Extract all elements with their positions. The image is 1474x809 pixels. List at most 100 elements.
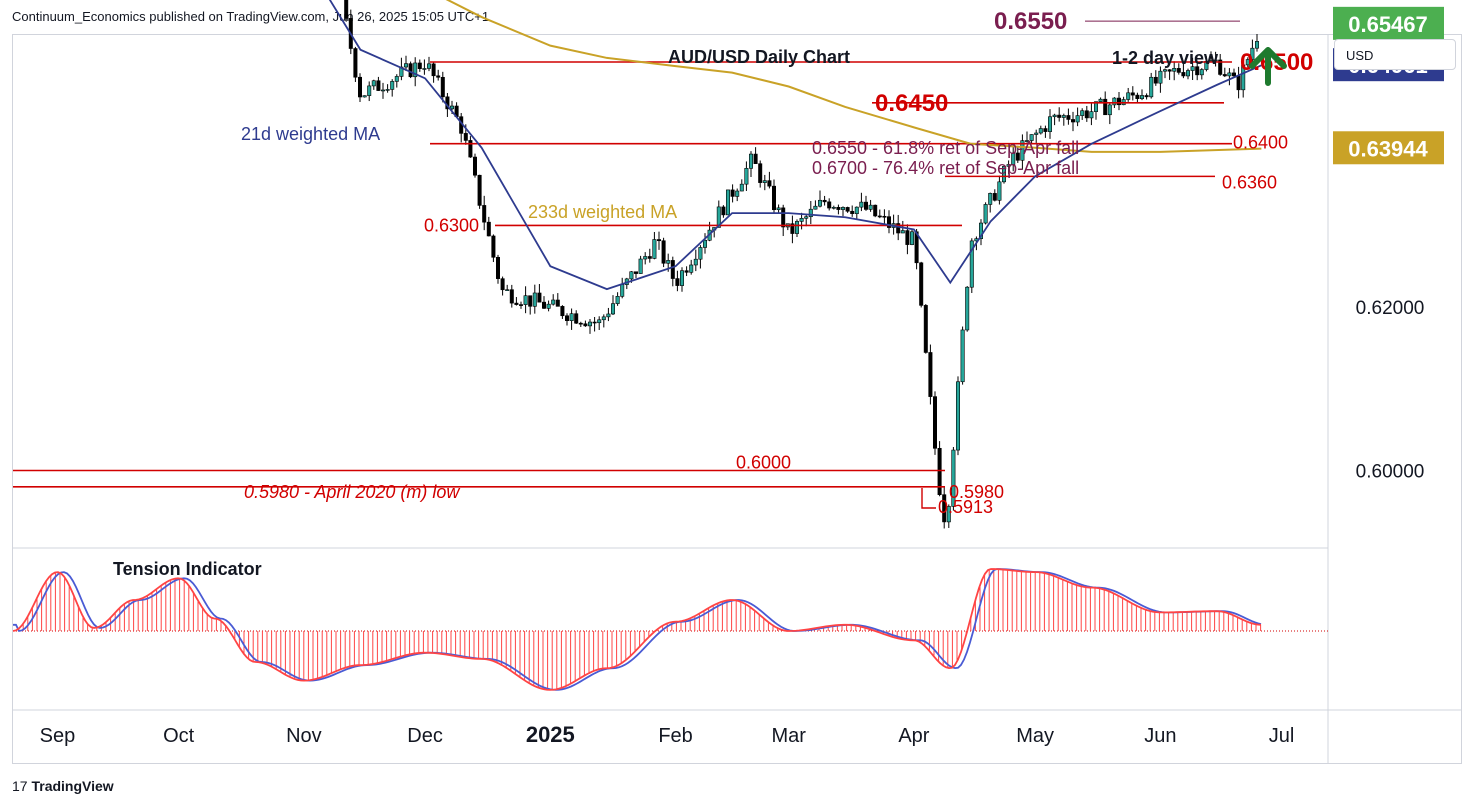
candle-body: [900, 230, 905, 234]
candle-body: [1181, 72, 1186, 77]
candle-body: [367, 85, 372, 96]
price-tag-label: 0.65467: [1348, 12, 1428, 37]
candle-body: [1025, 140, 1030, 142]
x-tick-label: May: [1016, 725, 1054, 747]
candle-body: [546, 303, 551, 309]
candle-body: [909, 231, 914, 245]
candle-body: [380, 89, 385, 92]
candle-body: [928, 352, 933, 397]
candle-body: [689, 264, 694, 273]
price-tag: [1333, 131, 1444, 165]
candle-body: [344, 0, 349, 19]
candle-body: [693, 258, 698, 266]
april-2020-low-label: 0.5980 - April 2020 (m) low: [244, 482, 460, 502]
candle-body: [799, 217, 804, 222]
candle-body: [1057, 114, 1062, 118]
low-marker-line: [921, 488, 936, 509]
candle-body: [873, 204, 878, 217]
candle-body: [491, 235, 496, 258]
candle-body: [1167, 69, 1172, 72]
chart-frame: [12, 34, 1462, 764]
candle-body: [597, 319, 602, 324]
candle-body: [675, 278, 680, 286]
candle-body: [574, 313, 579, 324]
candle-body: [1190, 66, 1195, 71]
candle-body: [390, 81, 395, 90]
candle-body: [836, 206, 841, 210]
candle-body: [1098, 98, 1103, 102]
candle-body: [1222, 74, 1227, 77]
candle-body: [638, 258, 643, 274]
x-tick-label: Sep: [40, 725, 76, 747]
candle-body: [942, 494, 947, 523]
candle-body: [1107, 104, 1112, 116]
candle-body: [394, 76, 399, 82]
candle-body: [721, 206, 726, 216]
candle-body: [1232, 72, 1237, 77]
candle-body: [1020, 140, 1025, 161]
candle-body: [569, 313, 574, 321]
x-tick-label: Apr: [898, 725, 929, 747]
candle-body: [794, 221, 799, 234]
wma-233-label: 233d weighted MA: [528, 202, 677, 222]
candle-body: [551, 299, 556, 305]
candle-body: [633, 271, 638, 274]
candle-body: [413, 62, 418, 78]
candle-body: [1001, 166, 1006, 183]
x-tick-label: 2025: [526, 722, 575, 747]
candle-body: [1071, 119, 1076, 123]
candle-body: [1117, 97, 1122, 106]
candle-body: [518, 304, 523, 306]
candle-body: [813, 205, 818, 210]
tension-line: [12, 568, 1262, 691]
candle-body: [431, 63, 436, 77]
candle-body: [1227, 72, 1232, 77]
candle-body: [647, 256, 652, 259]
currency-button[interactable]: USD: [1334, 39, 1456, 70]
candle-body: [946, 506, 951, 523]
candle-body: [905, 230, 910, 245]
candle-body: [827, 201, 832, 209]
candle-body: [477, 174, 482, 206]
candle-body: [951, 449, 956, 507]
candle-body: [776, 207, 781, 211]
level-label: 0.6300: [424, 215, 479, 235]
candle-body: [817, 199, 822, 207]
candle-body: [919, 262, 924, 306]
candle-body: [417, 62, 422, 69]
candle-body: [808, 208, 813, 218]
candle-body: [969, 240, 974, 288]
candle-body: [587, 321, 592, 327]
candle-body: [472, 156, 477, 176]
candle-body: [1061, 115, 1066, 118]
candle-body: [804, 216, 809, 219]
candle-body: [555, 299, 560, 307]
tension-signal-line: [13, 568, 1262, 691]
candle-body: [960, 329, 965, 383]
candle-body: [643, 256, 648, 260]
fib-note: 0.6550 - 61.8% ret of Sep-Apr fall: [812, 138, 1079, 158]
candle-body: [436, 75, 441, 78]
candle-body: [840, 207, 845, 210]
candle-body: [831, 206, 836, 209]
candle-body: [955, 381, 960, 451]
x-tick-label: Jun: [1144, 725, 1176, 747]
candle-body: [698, 247, 703, 260]
candle-body: [1094, 101, 1099, 112]
candle-body: [1135, 94, 1140, 99]
candle-body: [1080, 110, 1085, 116]
level-label: 0.6550: [994, 8, 1067, 35]
tradingview-logo-icon: 17: [12, 778, 28, 794]
candle-body: [371, 80, 376, 87]
candle-body: [735, 190, 740, 197]
candle-body: [426, 63, 431, 69]
candle-body: [495, 256, 500, 279]
swing-low-label: 0.5913: [938, 497, 993, 517]
candle-body: [1213, 59, 1218, 62]
candle-body: [882, 215, 887, 218]
x-tick-label: Nov: [286, 725, 322, 747]
candle-body: [1029, 134, 1034, 141]
x-tick-label: Oct: [163, 725, 195, 747]
candle-body: [422, 68, 427, 70]
